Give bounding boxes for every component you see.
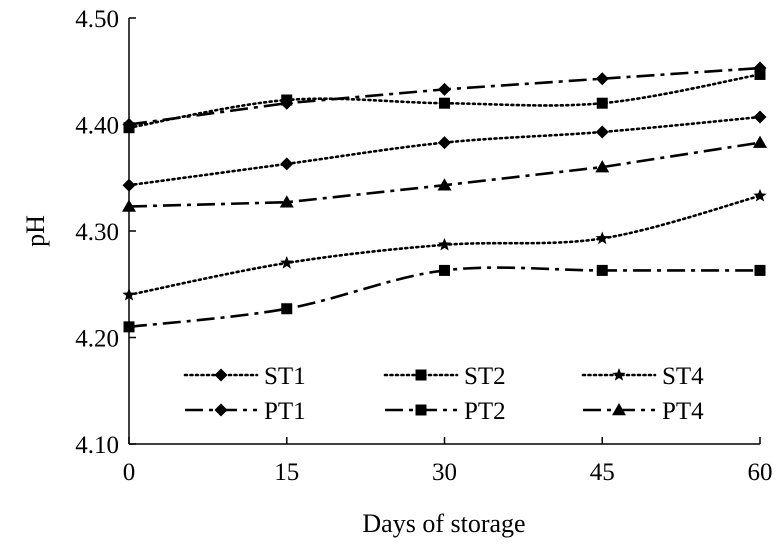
legend-item-st1: ST1: [183, 363, 306, 390]
y-axis-title: pH: [21, 215, 50, 247]
data-point-pt1-0: [122, 118, 136, 131]
data-point-pt2-45: [596, 264, 608, 276]
legend-item-pt2: PT2: [385, 398, 506, 425]
data-point-st1-30: [438, 136, 451, 150]
data-point-st4-60: [753, 188, 767, 202]
legend-marker-pt4: [612, 403, 626, 416]
legend-label-st2: ST2: [464, 363, 506, 390]
series-line-st1: [127, 115, 762, 187]
y-ticks: 4.10 4.20 4.30 4.40 4.50: [75, 6, 136, 459]
data-point-st4-45: [595, 231, 609, 245]
series-st2: [123, 68, 766, 134]
data-point-pt4-45: [595, 160, 610, 173]
series-pt1: [122, 61, 767, 131]
legend-item-st2: ST2: [383, 363, 506, 390]
legend: ST1 ST2 ST4 PT1 PT2 PT4: [183, 363, 704, 425]
data-point-st4-30: [437, 237, 452, 251]
x-tick-label: 60: [748, 459, 773, 486]
x-tick-label: 45: [590, 459, 615, 486]
data-point-st1-60: [753, 110, 767, 124]
legend-label-pt4: PT4: [662, 398, 704, 425]
data-point-pt1-30: [438, 82, 451, 96]
legend-item-st4: ST4: [581, 363, 704, 390]
y-tick-label: 4.20: [75, 326, 119, 353]
y-tick-label: 4.30: [75, 219, 119, 246]
data-point-st4-15: [280, 255, 294, 269]
data-point-st1-45: [595, 125, 609, 139]
data-point-pt1-15: [280, 96, 294, 110]
series-st4: [122, 188, 767, 301]
data-point-pt4-15: [279, 195, 294, 208]
data-point-pt1-60: [753, 61, 767, 75]
legend-item-pt4: PT4: [583, 398, 704, 425]
series-pt2: [123, 264, 766, 333]
series-line-pt4: [128, 141, 761, 208]
series-st1: [122, 110, 767, 192]
legend-marker-st1: [214, 368, 228, 382]
y-tick-label: 4.40: [75, 113, 119, 140]
legend-item-pt1: PT1: [185, 398, 306, 425]
series-line-pt1: [128, 66, 761, 126]
data-point-pt2-60: [754, 264, 766, 276]
data-point-pt2-15: [281, 303, 293, 315]
data-point-pt4-0: [122, 199, 136, 212]
series-pt4: [122, 135, 767, 212]
legend-label-pt1: PT1: [264, 398, 306, 425]
legend-label-pt2: PT2: [464, 398, 506, 425]
data-point-st2-30: [439, 97, 450, 109]
data-point-st4-0: [122, 287, 136, 301]
series-line-pt2: [128, 266, 760, 329]
data-point-st1-15: [280, 157, 294, 171]
data-point-pt2-30: [439, 264, 450, 276]
y-tick-label: 4.10: [75, 432, 119, 459]
legend-marker-pt2: [415, 404, 427, 416]
x-tick-label: 30: [432, 459, 457, 486]
legend-label-st4: ST4: [662, 363, 704, 390]
legend-marker-pt1: [214, 403, 228, 417]
series-layer: [122, 61, 767, 333]
data-point-pt4-60: [753, 135, 767, 148]
data-point-st2-45: [596, 97, 608, 109]
x-tick-label: 15: [274, 459, 299, 486]
data-point-st1-0: [122, 178, 136, 192]
x-ticks: 0 15 30 45 60: [123, 437, 773, 486]
y-tick-label: 4.50: [75, 6, 119, 33]
x-tick-label: 0: [123, 459, 136, 486]
data-point-pt1-45: [595, 72, 609, 86]
legend-marker-st4: [612, 368, 626, 381]
x-axis-title: Days of storage: [362, 509, 525, 538]
legend-label-st1: ST1: [264, 363, 306, 390]
legend-marker-st2: [415, 369, 427, 381]
data-point-pt4-30: [437, 178, 452, 191]
data-point-pt2-0: [123, 321, 135, 333]
